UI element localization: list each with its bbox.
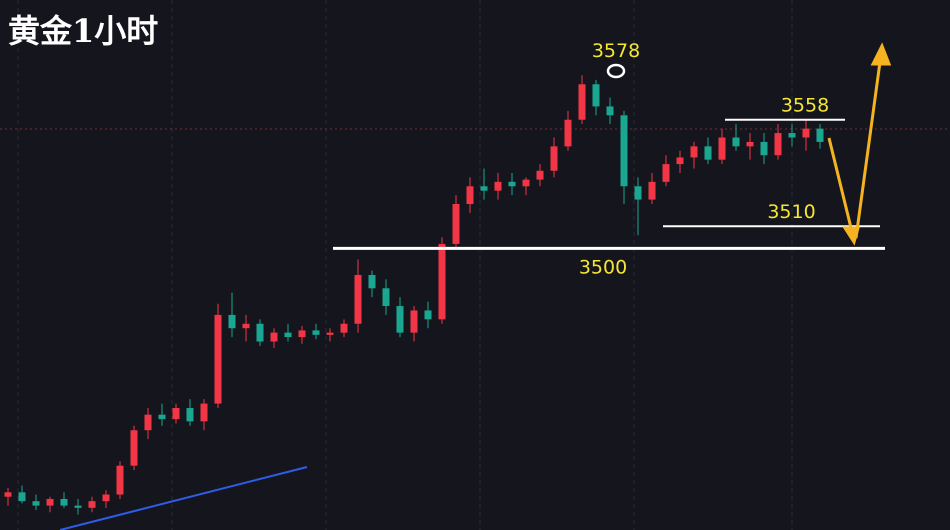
- candle-body: [746, 141, 754, 147]
- arrow-down: [827, 137, 854, 233]
- candle-body: [410, 310, 418, 333]
- candle-body: [18, 492, 26, 502]
- arrow-up: [854, 61, 882, 239]
- candle-body: [480, 186, 488, 191]
- candle-body: [620, 115, 628, 187]
- candle-body: [158, 414, 166, 420]
- candle-body: [578, 84, 586, 120]
- levels: 3500 3510 3558: [333, 95, 885, 278]
- candle-body: [284, 332, 292, 338]
- candle-body: [382, 288, 390, 307]
- candle-body: [4, 492, 12, 497]
- candle-body: [326, 332, 334, 335]
- level-label: 3500: [579, 256, 627, 278]
- candle-body: [676, 157, 684, 165]
- candle-body: [186, 408, 194, 422]
- candle-body: [102, 494, 110, 502]
- candle-body: [354, 274, 362, 324]
- candle-body: [312, 330, 320, 335]
- candle-body: [228, 314, 236, 329]
- level-label: 3558: [781, 95, 829, 117]
- level-label: 3510: [767, 201, 815, 223]
- candle-body: [550, 146, 558, 171]
- candle-body: [690, 146, 698, 158]
- candle-body: [634, 186, 642, 200]
- candle-body: [564, 119, 572, 147]
- candle-body: [606, 106, 614, 116]
- candle-body: [200, 403, 208, 422]
- forecast-arrows: [827, 42, 892, 246]
- candle-body: [788, 133, 796, 138]
- candle-body: [256, 323, 264, 342]
- candle-body: [760, 141, 768, 156]
- candle-body: [298, 330, 306, 338]
- candle-body: [130, 430, 138, 466]
- candle-body: [718, 137, 726, 160]
- trend-line: [59, 466, 308, 530]
- candle-body: [214, 314, 222, 404]
- candle-body: [774, 133, 782, 156]
- candle-body: [536, 170, 544, 180]
- candle-body: [60, 498, 68, 506]
- candle-body: [270, 332, 278, 342]
- candle-body: [74, 505, 82, 508]
- candle-body: [88, 501, 96, 508]
- peak-marker: [606, 63, 626, 79]
- candle-body: [242, 323, 250, 329]
- peak-label: 3578: [592, 40, 640, 62]
- candle-body: [522, 179, 530, 187]
- candle-body: [452, 204, 460, 244]
- candle-body: [592, 84, 600, 107]
- candle-body: [32, 501, 40, 506]
- arrow-head: [870, 42, 892, 66]
- candle-body: [172, 408, 180, 420]
- candle-body: [816, 128, 824, 142]
- candle-body: [340, 323, 348, 333]
- candle-body: [466, 186, 474, 205]
- candle-body: [424, 310, 432, 320]
- candle-body: [144, 414, 152, 431]
- candle-body: [704, 146, 712, 160]
- chart-title: 黄金1小时: [8, 12, 158, 50]
- candles: [4, 75, 824, 515]
- candle-body: [648, 181, 656, 200]
- candle-body: [438, 243, 446, 320]
- candle-body: [508, 181, 516, 187]
- candle-body: [116, 465, 124, 495]
- candle-body: [802, 128, 810, 138]
- candle-body: [368, 274, 376, 289]
- candle-body: [494, 181, 502, 191]
- candle-body: [662, 164, 670, 182]
- candle-body: [732, 137, 740, 147]
- candle-body: [46, 498, 54, 506]
- candle-body: [396, 306, 404, 333]
